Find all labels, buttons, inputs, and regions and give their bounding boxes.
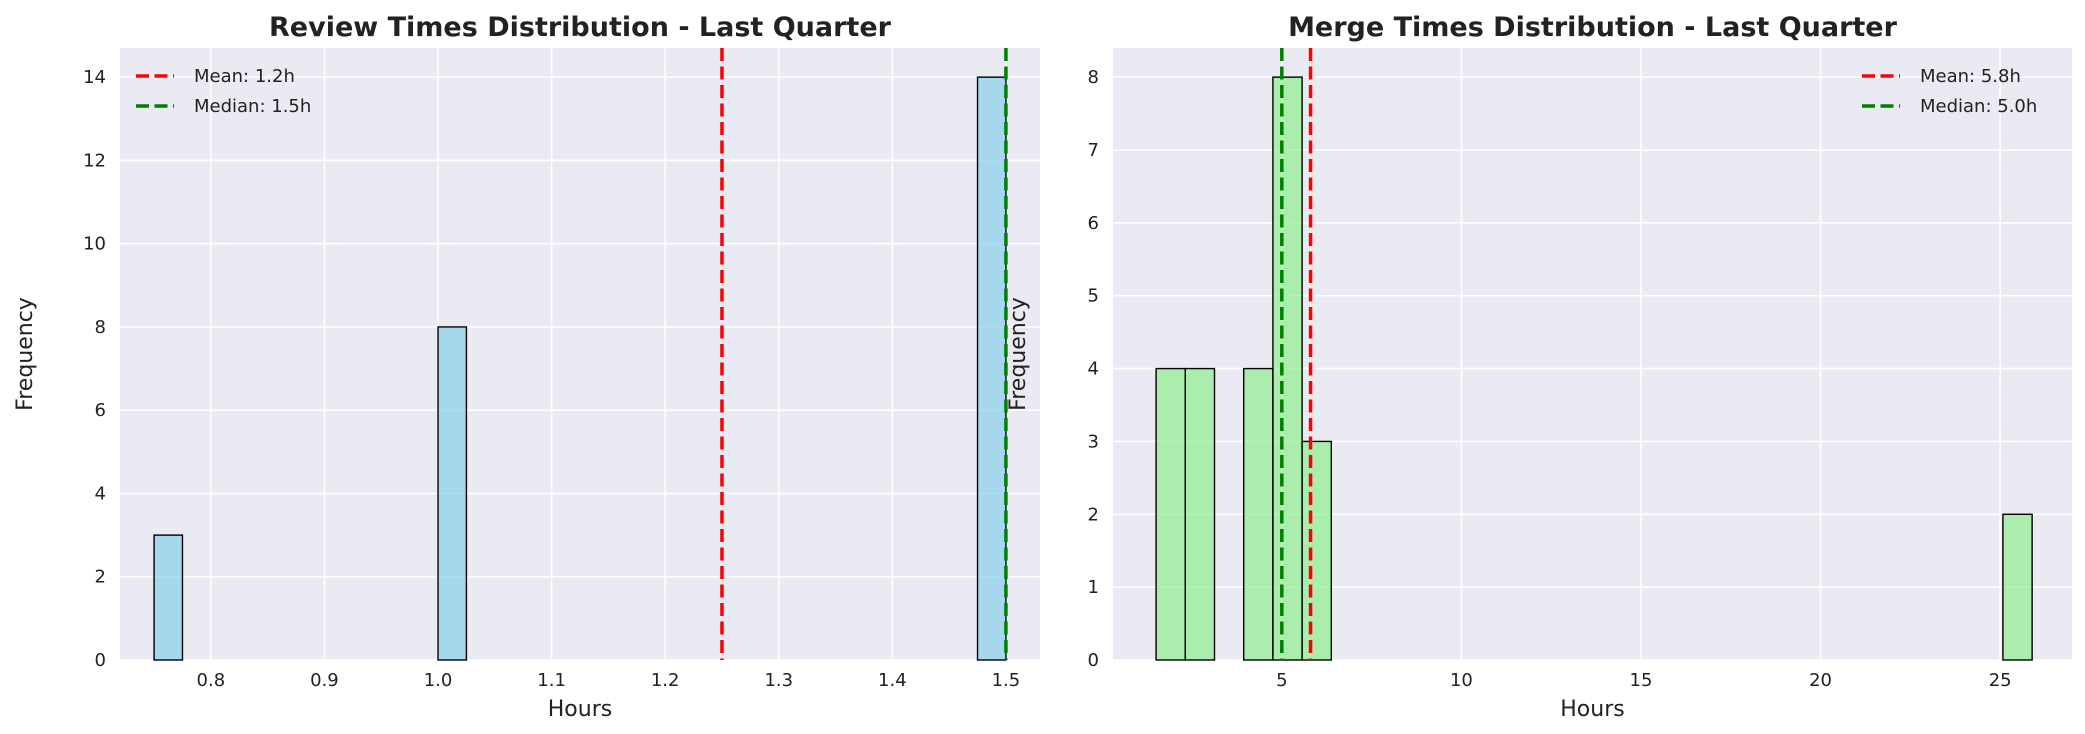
review-times-panel: 0.8 0.9 1.0 1.1 1.2 1.3 1.4 1.5 0 2 4 6 8 10 12 14 Rev… <box>13 12 1040 722</box>
x-tick-label: 5 <box>1276 670 1287 691</box>
review-x-axis-label: Hours <box>548 697 612 722</box>
y-tick-label: 6 <box>1088 213 1099 234</box>
y-tick-label: 10 <box>83 234 106 255</box>
y-tick-label: 6 <box>95 400 106 421</box>
histogram-bar <box>1155 367 1187 661</box>
review-chart-title: Review Times Distribution - Last Quarter <box>269 12 892 43</box>
review-gridlines <box>120 48 1040 661</box>
x-tick-label: 1.3 <box>764 670 793 691</box>
y-tick-label: 4 <box>1088 359 1099 380</box>
review-bars <box>153 76 1007 661</box>
legend-entry: Mean: 1.2h <box>194 66 295 87</box>
merge-legend: Mean: 5.8h Median: 5.0h <box>1862 66 2037 117</box>
merge-y-axis-label: Frequency <box>1006 297 1031 411</box>
y-tick-label: 12 <box>83 150 106 171</box>
merge-reference-lines <box>1280 48 1313 660</box>
histogram-bar <box>2002 513 2033 661</box>
y-tick-label: 1 <box>1088 577 1099 598</box>
y-tick-label: 5 <box>1088 286 1099 307</box>
merge-chart-title: Merge Times Distribution - Last Quarter <box>1288 12 1898 43</box>
x-tick-label: 1.0 <box>424 670 453 691</box>
merge-x-ticks: 5 10 15 20 25 <box>1276 670 2012 691</box>
legend-entry: Median: 5.0h <box>1920 96 2037 117</box>
review-reference-lines <box>720 48 1008 660</box>
x-tick-label: 10 <box>1450 670 1473 691</box>
x-tick-label: 0.8 <box>197 670 226 691</box>
x-tick-label: 1.5 <box>992 670 1021 691</box>
y-tick-label: 4 <box>95 483 106 504</box>
histogram-bar <box>976 76 1007 661</box>
x-tick-label: 1.1 <box>537 670 566 691</box>
y-tick-label: 0 <box>1088 650 1099 671</box>
review-y-axis-label: Frequency <box>13 297 38 411</box>
merge-times-panel: 5 10 15 20 25 0 1 2 3 4 5 6 7 8 Merge Times Distribu… <box>1006 12 2072 722</box>
x-tick-label: 0.9 <box>310 670 339 691</box>
x-tick-label: 1.2 <box>651 670 680 691</box>
y-tick-label: 8 <box>1088 67 1099 88</box>
legend-entry: Mean: 5.8h <box>1920 66 2021 87</box>
histogram-bar <box>1272 76 1303 661</box>
histogram-bar <box>437 326 468 661</box>
review-legend: Mean: 1.2h Median: 1.5h <box>136 66 311 117</box>
review-x-ticks: 0.8 0.9 1.0 1.1 1.2 1.3 1.4 1.5 <box>197 670 1021 691</box>
merge-y-ticks: 0 1 2 3 4 5 6 7 8 <box>1088 67 1099 671</box>
y-tick-label: 2 <box>1088 504 1099 525</box>
histogram-bar <box>1184 367 1216 661</box>
y-tick-label: 2 <box>95 567 106 588</box>
merge-x-axis-label: Hours <box>1560 697 1624 722</box>
histogram-bar <box>1243 367 1274 661</box>
merge-bars <box>1155 76 2033 661</box>
histogram-bar <box>153 534 184 661</box>
x-tick-label: 1.4 <box>878 670 907 691</box>
x-tick-label: 25 <box>1989 670 2012 691</box>
legend-entry: Median: 1.5h <box>194 96 311 117</box>
x-tick-label: 15 <box>1630 670 1653 691</box>
x-tick-label: 20 <box>1809 670 1832 691</box>
y-tick-label: 3 <box>1088 431 1099 452</box>
y-tick-label: 8 <box>95 317 106 338</box>
y-tick-label: 7 <box>1088 140 1099 161</box>
y-tick-label: 0 <box>95 650 106 671</box>
y-tick-label: 14 <box>83 67 106 88</box>
histogram-bar <box>1301 440 1333 661</box>
review-plot-area <box>120 48 1040 660</box>
review-y-ticks: 0 2 4 6 8 10 12 14 <box>83 67 106 671</box>
